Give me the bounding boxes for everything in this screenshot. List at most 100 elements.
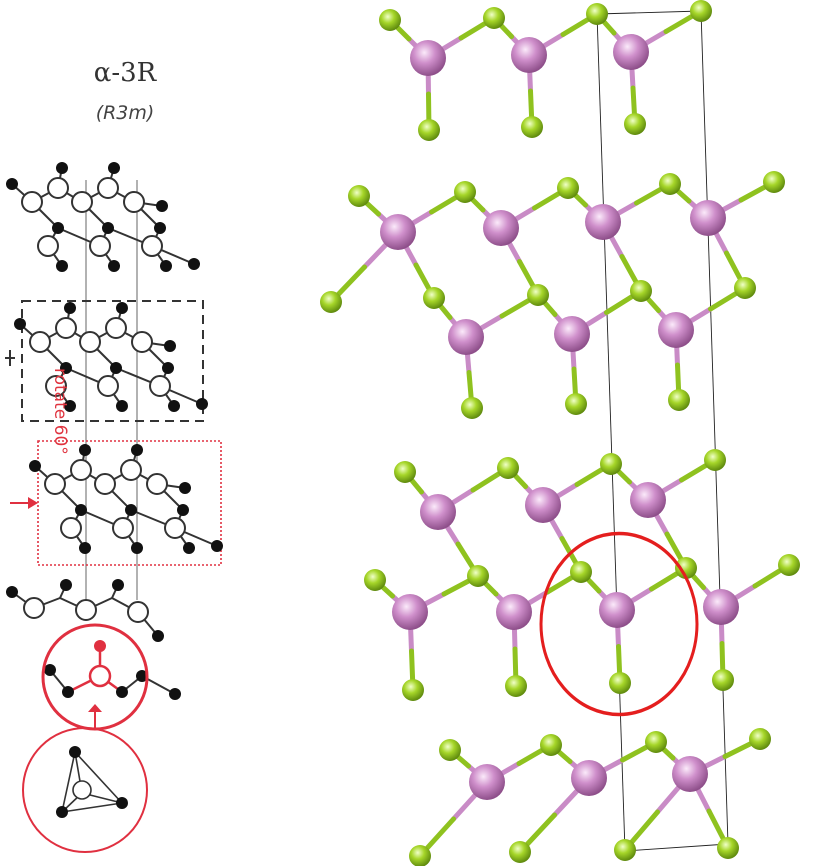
- white-atom: [141, 235, 163, 257]
- white-atom: [127, 601, 149, 623]
- black-atom: [64, 400, 76, 412]
- black-atom: [112, 579, 124, 591]
- white-atom: [21, 191, 43, 213]
- black-atom: [56, 260, 68, 272]
- black-atom: [6, 178, 18, 190]
- green-atom: [690, 0, 712, 22]
- pink-atom: [554, 316, 590, 352]
- black-atom: [64, 302, 76, 314]
- pink-atom: [410, 40, 446, 76]
- green-atom: [717, 837, 739, 859]
- green-atom: [527, 284, 549, 306]
- black-atom: [125, 504, 137, 516]
- pink-atom: [690, 200, 726, 236]
- green-atom: [600, 453, 622, 475]
- stacking-diagram: [5, 162, 223, 853]
- black-atom: [154, 222, 166, 234]
- black-atom: [211, 540, 223, 552]
- pink-atom: [613, 34, 649, 70]
- atomic-layer: [29, 444, 223, 554]
- green-atom: [379, 9, 401, 31]
- pink-atom: [496, 594, 532, 630]
- green-atom: [505, 675, 527, 697]
- white-atom: [164, 517, 186, 539]
- black-atom: [164, 340, 176, 352]
- black-atom: [177, 504, 189, 516]
- pink-atom: [420, 494, 456, 530]
- black-atom: [116, 686, 128, 698]
- black-atom: [52, 222, 64, 234]
- pink-atom: [703, 589, 739, 625]
- unit-cell-outline: [596, 10, 729, 852]
- green-atom: [540, 734, 562, 756]
- black-atom: [75, 504, 87, 516]
- white-atom: [79, 331, 101, 353]
- black-atom: [102, 222, 114, 234]
- green-atom: [402, 679, 424, 701]
- green-atom: [497, 457, 519, 479]
- white-atom: [23, 597, 45, 619]
- green-atom: [439, 739, 461, 761]
- black-atom: [79, 444, 91, 456]
- green-atom: [734, 277, 756, 299]
- black-atom: [183, 542, 195, 554]
- green-atom: [749, 728, 771, 750]
- white-atom: [88, 664, 112, 688]
- green-atom: [712, 669, 734, 691]
- green-atom: [668, 389, 690, 411]
- green-atom: [483, 7, 505, 29]
- white-atom: [123, 191, 145, 213]
- green-atom: [614, 839, 636, 861]
- pink-atom: [585, 204, 621, 240]
- green-atom: [461, 397, 483, 419]
- green-atom: [659, 173, 681, 195]
- black-atom: [79, 542, 91, 554]
- green-atom: [609, 672, 631, 694]
- white-atom: [45, 375, 67, 397]
- green-atom: [630, 280, 652, 302]
- space-group-label: (R3m): [95, 102, 155, 124]
- highlight-circle-structure: [539, 531, 699, 717]
- green-atom: [348, 185, 370, 207]
- white-atom: [71, 191, 93, 213]
- white-atom: [120, 459, 142, 481]
- black-atom: [131, 542, 143, 554]
- green-atom: [645, 731, 667, 753]
- arrow-icon: [28, 497, 38, 509]
- white-atom: [75, 599, 97, 621]
- green-atom: [565, 393, 587, 415]
- green-atom: [320, 291, 342, 313]
- green-atom: [778, 554, 800, 576]
- atomic-layer: [14, 302, 208, 412]
- white-atom: [131, 331, 153, 353]
- pink-atom: [380, 214, 416, 250]
- black-atom: [6, 586, 18, 598]
- white-atom: [55, 317, 77, 339]
- atomic-layer: [6, 162, 200, 272]
- pink-atom: [448, 319, 484, 355]
- white-atom: [60, 517, 82, 539]
- pink-atom: [511, 37, 547, 73]
- black-atom: [60, 579, 72, 591]
- green-atom: [454, 181, 476, 203]
- white-atom: [44, 473, 66, 495]
- black-atom: [152, 630, 164, 642]
- white-atom: [146, 473, 168, 495]
- white-atom: [112, 517, 134, 539]
- black-atom: [56, 162, 68, 174]
- black-atom: [94, 640, 106, 652]
- white-atom: [37, 235, 59, 257]
- green-atom: [423, 287, 445, 309]
- black-atom: [116, 302, 128, 314]
- structure-title: α-3R: [93, 58, 157, 88]
- green-atom: [521, 116, 543, 138]
- green-atom: [763, 171, 785, 193]
- green-atom: [704, 449, 726, 471]
- white-atom: [105, 317, 127, 339]
- pink-atom: [599, 592, 635, 628]
- white-atom: [47, 177, 69, 199]
- black-atom: [60, 362, 72, 374]
- white-atom: [97, 177, 119, 199]
- black-atom: [108, 162, 120, 174]
- white-atom: [149, 375, 171, 397]
